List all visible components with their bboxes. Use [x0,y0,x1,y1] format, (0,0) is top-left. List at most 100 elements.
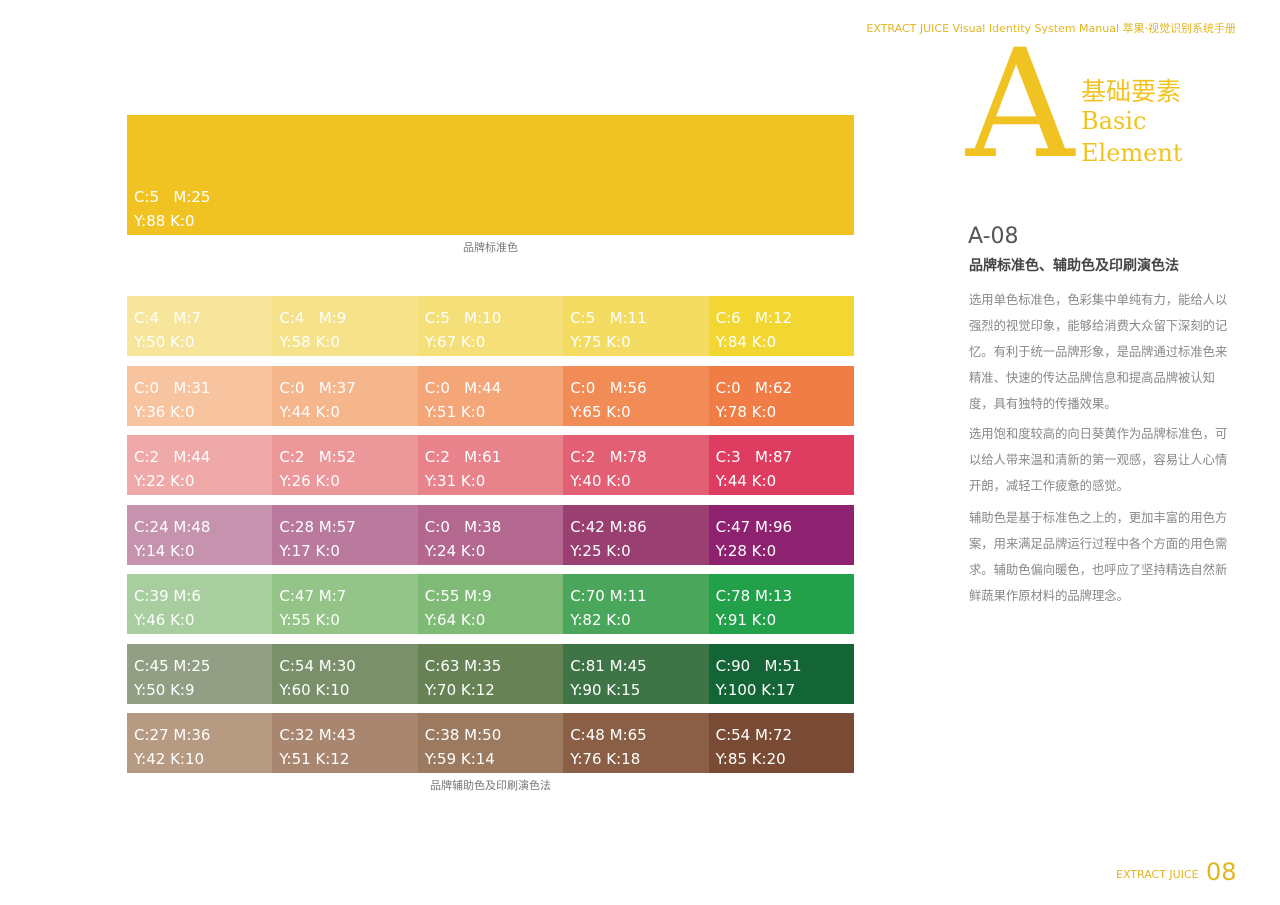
cmyk-line: C:48 M:65 [570,726,647,744]
caption: 品牌辅助色及印刷演色法 [430,779,551,792]
cmyk-line: C:47 M:7 [279,587,347,605]
color-swatch: C:0 M:37 Y:44 K:0 [272,365,419,426]
color-swatch: C:78 M:13 Y:91 K:0 [708,574,855,634]
cmyk-line: C:45 M:25 [134,656,211,675]
color-swatch: C:24 M:48 Y:14 K:0 [127,504,273,565]
cmyk-line: C:4 M:9 [279,309,347,327]
color-swatch: C:54 M:30 Y:60 K:10 [272,643,419,704]
cmyk-line: Y:50 K:9 [134,680,195,699]
title-en-line: Element [1081,139,1183,167]
cmyk-line: Y:51 K:0 [424,402,486,421]
cmyk-line: Y:88 K:0 [134,212,195,230]
color-swatch: C:54 M:72 Y:85 K:20 [708,713,855,773]
cmyk-line: Y:28 K:0 [715,541,777,560]
section-letter: A [966,18,1075,192]
cmyk-line: Y:42 K:10 [134,750,205,768]
cmyk-line: Y:24 K:0 [424,541,486,560]
header: EXTRACT JUICE Visual Identity System Man… [866,22,1236,35]
cmyk-line: Y:46 K:0 [134,611,195,629]
cmyk-line: Y:76 K:18 [570,750,641,768]
section-title-en: Basic Element [1081,105,1182,169]
primary-swatch: C:5 M:25 Y:88 K:0 [127,115,854,235]
color-swatch: C:45 M:25 Y:50 K:9 [127,643,273,704]
color-swatch: C:0 M:38 Y:24 K:0 [417,504,564,565]
cmyk-line: C:0 M:62 [715,378,793,397]
cmyk-line: Y:22 K:0 [134,472,195,490]
cmyk-line: Y:91 K:0 [715,611,777,629]
cmyk-line: C:32 M:43 [279,726,356,744]
cmyk-line: C:6 M:12 [715,309,793,327]
title-en-line: Basic [1081,107,1147,135]
cmyk-line: C:2 M:52 [279,448,356,466]
cmyk-line: Y:84 K:0 [715,333,777,351]
color-swatch: C:2 M:44 Y:22 K:0 [127,435,273,495]
cmyk-line: Y:51 K:12 [279,750,350,768]
cmyk-line: Y:100 K:17 [715,680,796,699]
cmyk-line: C:28 M:57 [279,517,356,536]
cmyk-line: Y:14 K:0 [134,541,195,560]
color-swatch: C:42 M:86 Y:25 K:0 [563,504,710,565]
article-code: A-08 [968,224,1019,249]
color-swatch: C:2 M:61 Y:31 K:0 [417,435,564,495]
cmyk-line: C:27 M:36 [134,726,211,744]
caption: 品牌标准色 [463,241,518,254]
color-swatch: C:0 M:44 Y:51 K:0 [417,365,564,426]
cmyk-line: C:54 M:30 [279,656,356,675]
article-heading: 品牌标准色、辅助色及印刷演色法 [969,258,1179,274]
cmyk-line: C:0 M:37 [279,378,356,397]
cmyk-line: Y:78 K:0 [715,402,777,421]
cmyk-line: Y:59 K:14 [424,750,495,768]
color-swatch: C:0 M:62 Y:78 K:0 [708,365,855,426]
cmyk-line: C:39 M:6 [134,587,201,605]
color-swatch: C:47 M:96 Y:28 K:0 [708,504,855,565]
cmyk-line: C:38 M:50 [424,726,502,744]
cmyk-line: C:54 M:72 [715,726,793,744]
paragraph: 选用饱和度较高的向日葵黄作为品牌标准色，可以给人带来温和清新的第一观感，容易让人… [969,427,1228,493]
cmyk-line: C:2 M:78 [570,448,647,466]
cmyk-line: Y:44 K:0 [715,472,777,490]
cmyk-line: Y:82 K:0 [570,611,631,629]
color-swatch: C:6 M:12 Y:84 K:0 [708,296,855,356]
color-swatch: C:32 M:43 Y:51 K:12 [272,713,419,773]
cmyk-line: C:70 M:11 [570,587,647,605]
cmyk-line: C:55 M:9 [424,587,492,605]
cmyk-line: C:24 M:48 [134,517,211,536]
footer-page: 08 [1206,858,1237,886]
cmyk-line: Y:50 K:0 [134,333,195,351]
cmyk-line: C:5 M:25 [134,188,211,206]
color-swatch: C:48 M:65 Y:76 K:18 [563,713,710,773]
cmyk-line: Y:65 K:0 [570,402,631,421]
cmyk-line: C:5 M:10 [424,309,502,327]
cmyk-line: Y:36 K:0 [134,402,195,421]
paragraph: 选用单色标准色，色彩集中单纯有力，能给人以强烈的视觉印象，能够给消费大众留下深刻… [969,293,1228,411]
color-swatch: C:39 M:6 Y:46 K:0 [127,574,273,634]
footer-brand: EXTRACT JUICE [1116,868,1199,881]
color-swatch: C:90 M:51 Y:100 K:17 [708,643,855,704]
cmyk-line: Y:64 K:0 [424,611,486,629]
color-swatch: C:5 M:11 Y:75 K:0 [563,296,710,356]
color-swatch: C:47 M:7 Y:55 K:0 [272,574,419,634]
cmyk-line: C:0 M:38 [424,517,502,536]
cmyk-line: C:81 M:45 [570,656,647,675]
color-swatch: C:5 M:10 Y:67 K:0 [417,296,564,356]
section-title-cn: 基础要素 [1081,77,1182,106]
cmyk-line: C:47 M:96 [715,517,793,536]
color-swatch: C:2 M:52 Y:26 K:0 [272,435,419,495]
cmyk-line: Y:90 K:15 [570,680,641,699]
cmyk-line: Y:67 K:0 [424,333,486,351]
cmyk-line: C:90 M:51 [715,656,802,675]
color-swatch: C:3 M:87 Y:44 K:0 [708,435,855,495]
cmyk-line: Y:85 K:20 [715,750,786,768]
cmyk-line: C:0 M:44 [424,378,502,397]
cmyk-line: Y:25 K:0 [570,541,631,560]
color-swatch: C:28 M:57 Y:17 K:0 [272,504,419,565]
cmyk-line: C:0 M:31 [134,378,211,397]
cmyk-line: Y:26 K:0 [279,472,340,490]
cmyk-line: C:63 M:35 [424,656,502,675]
cmyk-line: Y:58 K:0 [279,333,340,351]
color-swatch: C:0 M:31 Y:36 K:0 [127,365,273,426]
cmyk-line: Y:17 K:0 [279,541,340,560]
cmyk-line: Y:40 K:0 [570,472,631,490]
cmyk-line: Y:55 K:0 [279,611,340,629]
